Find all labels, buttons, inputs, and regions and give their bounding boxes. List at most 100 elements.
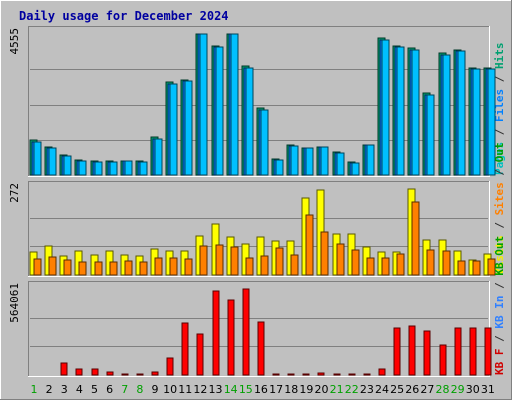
- y-max-label: 4555: [8, 28, 21, 55]
- bar-pages-day-29: [457, 50, 466, 176]
- legend-entry: /: [493, 215, 506, 235]
- bar-pages-day-28: [442, 54, 451, 176]
- bar-sites-day-22: [351, 249, 360, 276]
- day-label-2: 2: [46, 383, 53, 396]
- bar-pages-day-17: [275, 159, 284, 176]
- bar-sites-day-1: [33, 258, 42, 276]
- panel-top: 4555 Pages / Files / Hits: [8, 26, 506, 177]
- legend-entry: Sites: [493, 182, 506, 215]
- bar-kb-f-day-17: [272, 373, 280, 376]
- panel-legend: KB F / KB In / KB Out: [493, 236, 506, 375]
- bar-kb-f-day-5: [91, 368, 99, 376]
- day-label-5: 5: [91, 383, 98, 396]
- bar-pages-day-15: [245, 67, 254, 176]
- bar-sites-day-28: [442, 250, 451, 276]
- bar-pages-day-26: [411, 49, 420, 176]
- bar-pages-day-16: [260, 109, 269, 176]
- bar-sites-day-10: [169, 257, 178, 276]
- bar-sites-day-17: [275, 247, 284, 276]
- bar-sites-day-5: [94, 261, 103, 276]
- bar-kb-f-day-9: [151, 371, 159, 376]
- bar-pages-day-27: [426, 94, 435, 176]
- day-label-18: 18: [284, 383, 298, 396]
- day-label-30: 30: [466, 383, 480, 396]
- bar-kb-f-day-18: [287, 373, 295, 376]
- bar-kb-f-day-11: [181, 322, 189, 376]
- bar-kb-f-day-25: [393, 327, 401, 376]
- legend-entry: KB F: [493, 349, 506, 376]
- bar-kb-f-day-12: [196, 333, 204, 376]
- bar-pages-day-24: [381, 39, 390, 176]
- bar-pages-day-3: [63, 155, 72, 176]
- bar-pages-day-10: [169, 83, 178, 176]
- day-label-13: 13: [209, 383, 223, 396]
- legend-entry: /: [493, 69, 506, 89]
- bar-kb-f-day-14: [227, 299, 235, 376]
- bar-kb-f-day-7: [121, 373, 129, 376]
- bar-sites-day-8: [139, 261, 148, 276]
- day-label-9: 9: [152, 383, 159, 396]
- bar-pages-day-14: [230, 33, 239, 176]
- bar-kb-f-day-16: [257, 321, 265, 376]
- bar-sites-day-24: [381, 257, 390, 276]
- day-label-14: 14: [224, 383, 238, 396]
- day-label-19: 19: [299, 383, 313, 396]
- bar-sites-day-15: [245, 257, 254, 276]
- bar-sites-day-27: [426, 249, 435, 276]
- day-label-10: 10: [163, 383, 177, 396]
- bar-pages-day-13: [215, 46, 224, 176]
- legend-entry: /: [493, 162, 506, 182]
- bar-kb-f-day-29: [454, 327, 462, 376]
- bar-pages-day-7: [124, 160, 133, 176]
- bar-kb-f-day-31: [484, 327, 492, 376]
- bar-pages-day-20: [320, 146, 329, 176]
- bar-sites-day-19: [305, 214, 314, 276]
- day-label-12: 12: [193, 383, 207, 396]
- bar-kb-f-day-28: [439, 344, 447, 376]
- bar-sites-day-26: [411, 201, 420, 276]
- bar-sites-day-14: [230, 246, 239, 276]
- bar-kb-f-day-19: [302, 373, 310, 376]
- bar-sites-day-9: [154, 257, 163, 276]
- bar-sites-day-7: [124, 260, 133, 276]
- day-label-27: 27: [420, 383, 434, 396]
- legend-entry: Pages: [493, 142, 506, 175]
- bar-sites-day-23: [366, 257, 375, 276]
- bars-bot: [60, 288, 492, 376]
- panel-legend: Pages / Files / Hits: [493, 43, 506, 176]
- bar-kb-f-day-13: [212, 290, 220, 376]
- bar-pages-day-9: [154, 138, 163, 176]
- bar-sites-day-12: [199, 245, 208, 276]
- bar-pages-day-6: [109, 161, 118, 176]
- legend-entry: /: [493, 122, 506, 142]
- bar-pages-day-22: [351, 162, 360, 176]
- bars-top: [29, 33, 496, 176]
- day-label-22: 22: [345, 383, 359, 396]
- legend-entry: Out: [493, 143, 506, 163]
- legend-entry: /: [493, 329, 506, 349]
- bar-sites-day-16: [260, 255, 269, 276]
- day-label-21: 21: [330, 383, 344, 396]
- day-label-24: 24: [375, 383, 389, 396]
- bar-pages-day-2: [48, 147, 57, 176]
- bar-sites-day-11: [184, 258, 193, 276]
- bar-pages-day-23: [366, 144, 375, 176]
- chart-title: Daily usage for December 2024: [19, 9, 229, 23]
- bar-kb-f-day-26: [408, 325, 416, 376]
- bar-sites-day-18: [290, 254, 299, 276]
- y-max-label: 272: [8, 183, 21, 203]
- bar-kb-f-day-10: [166, 357, 174, 376]
- bar-kb-f-day-6: [106, 371, 114, 376]
- bar-pages-day-11: [184, 80, 193, 176]
- bar-sites-day-13: [215, 244, 224, 276]
- bar-pages-day-30: [472, 68, 481, 176]
- bar-kb-f-day-4: [75, 368, 83, 376]
- bar-sites-day-2: [48, 256, 57, 276]
- bar-kb-f-day-8: [136, 373, 144, 376]
- bar-sites-day-4: [78, 261, 87, 276]
- bar-sites-day-31: [487, 258, 496, 276]
- bar-pages-day-18: [290, 145, 299, 176]
- bar-kb-f-day-27: [423, 330, 431, 376]
